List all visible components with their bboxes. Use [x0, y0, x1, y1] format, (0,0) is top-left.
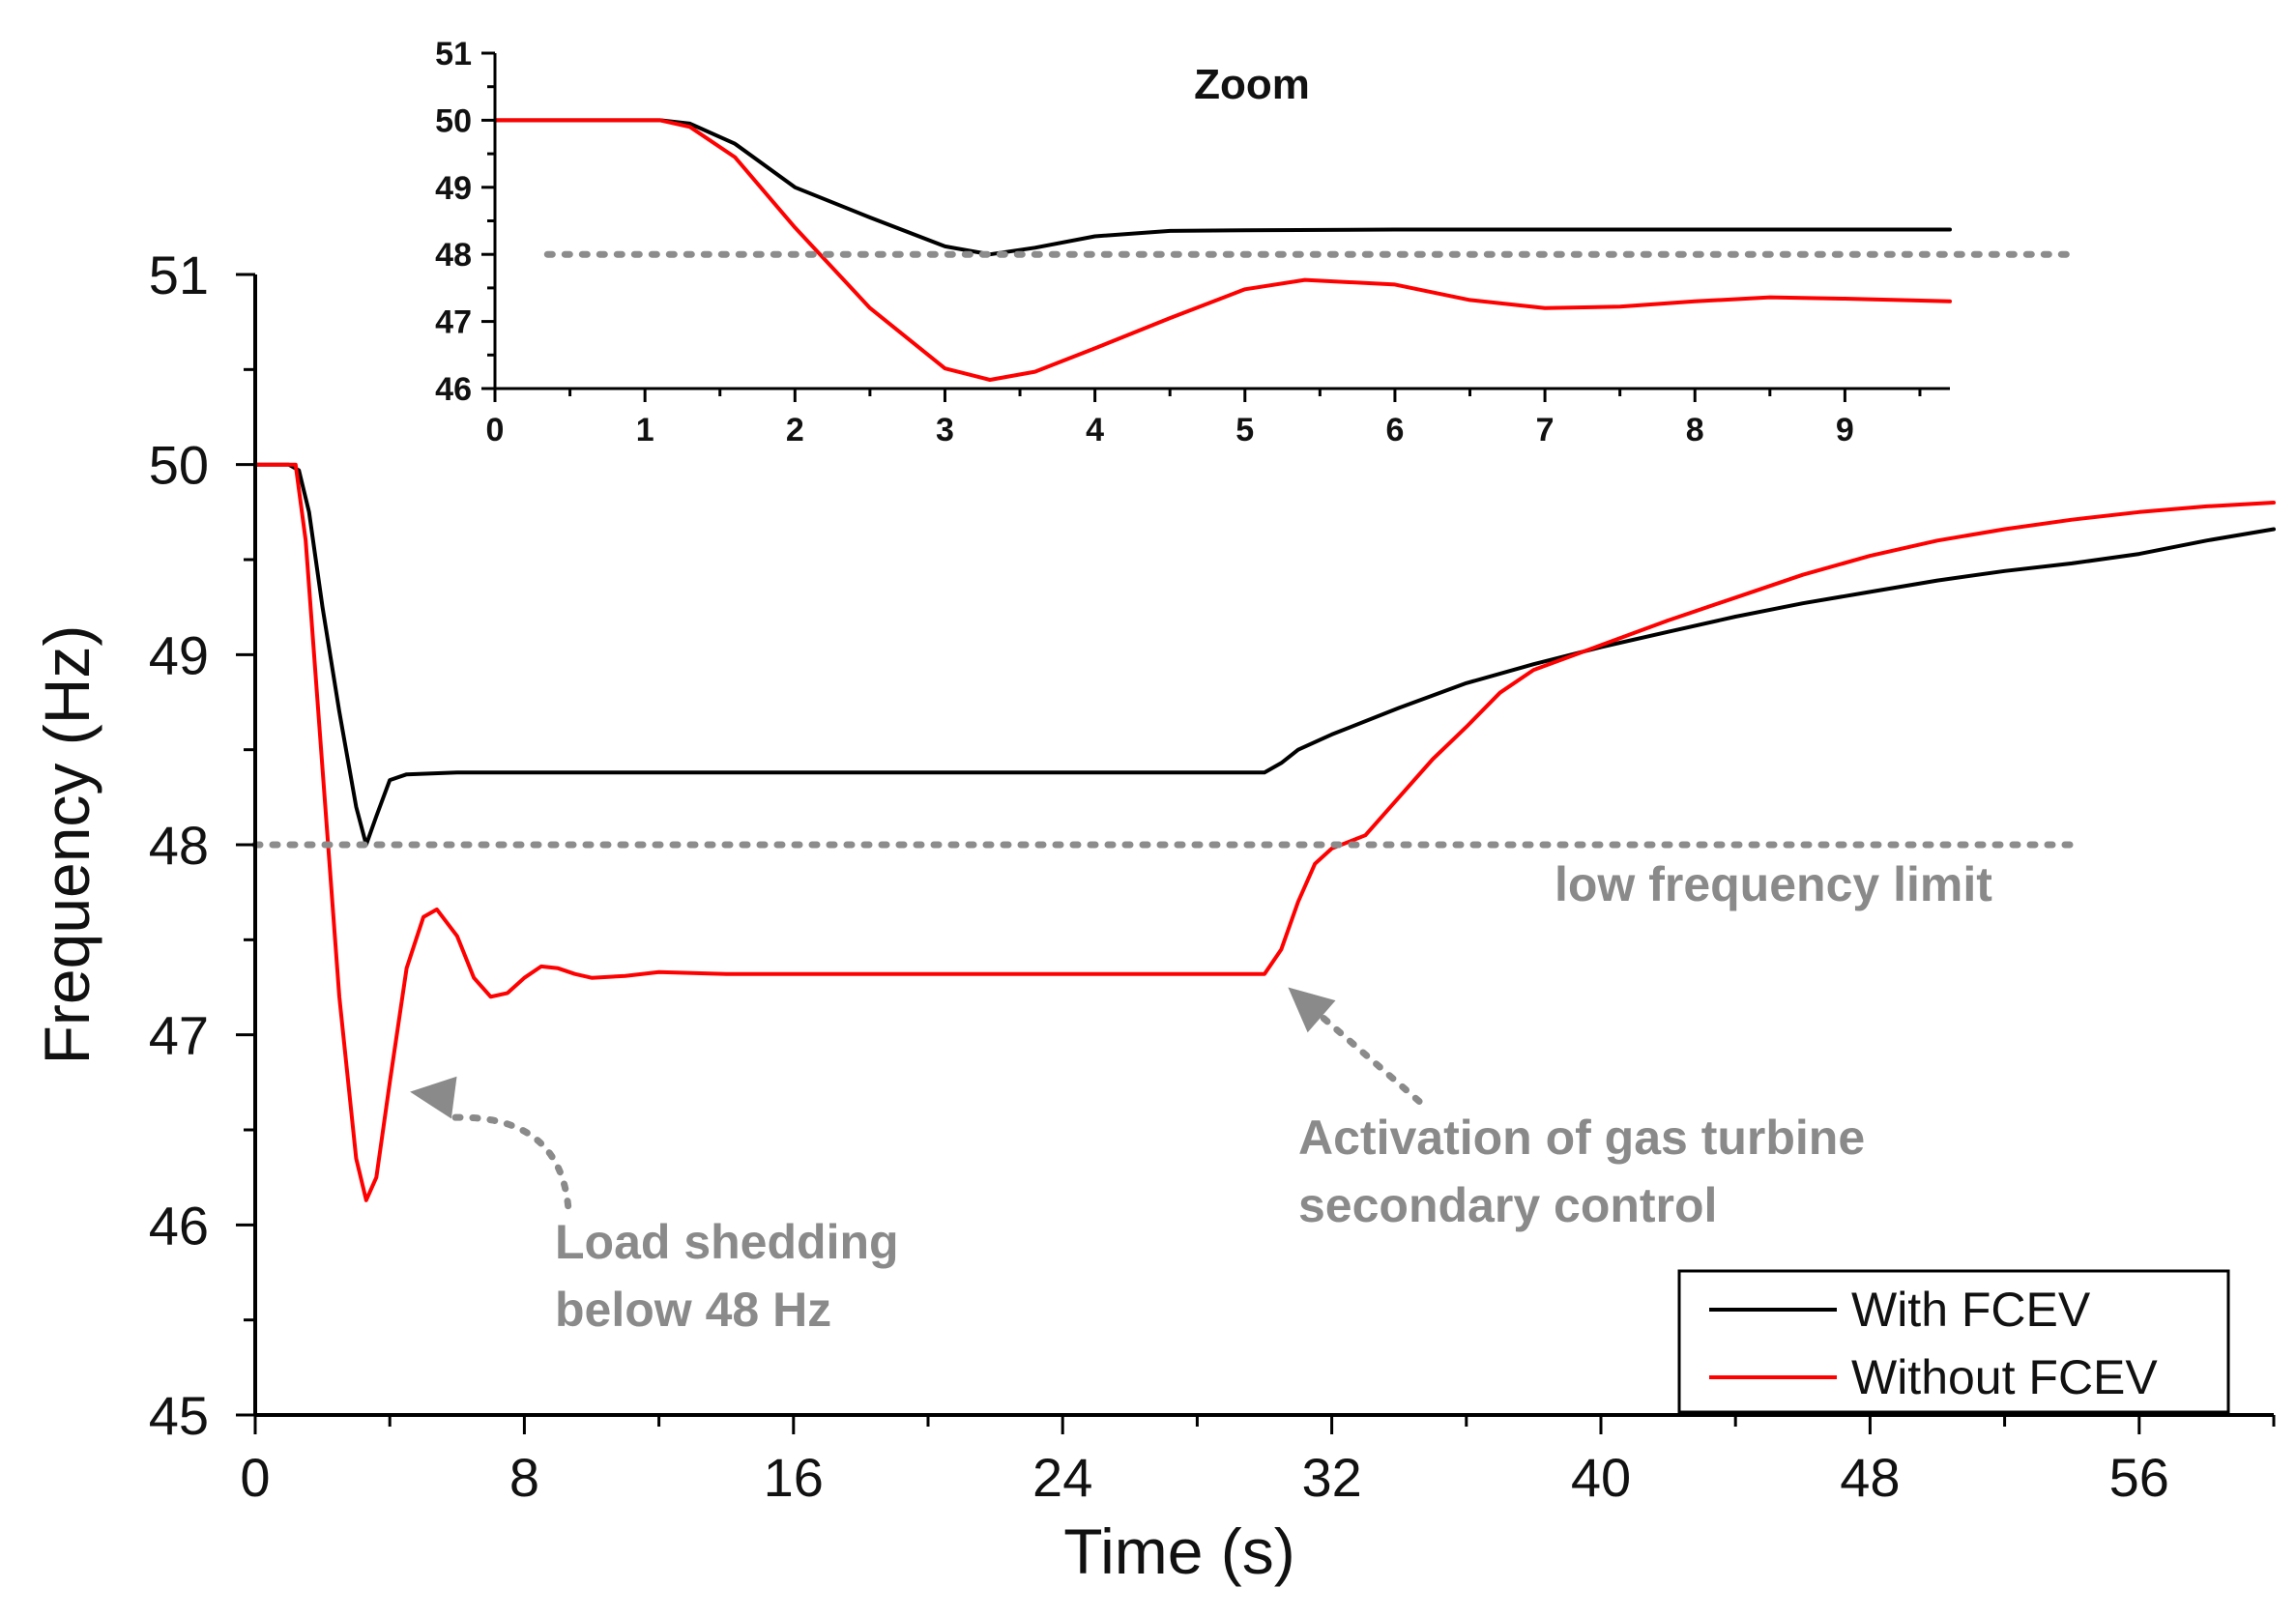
main-x-tick-label-24: 24: [1032, 1447, 1092, 1508]
legend-label-without-fcev: Without FCEV: [1851, 1350, 2158, 1404]
main-y-tick-label-50: 50: [149, 435, 209, 496]
zoom-y-tick-label-51: 51: [435, 36, 472, 72]
annotation-secondary-control-line2: secondary control: [1298, 1178, 1717, 1232]
zoom-x-tick-label-3: 3: [936, 412, 954, 448]
zoom-y-tick-label-50: 50: [435, 102, 472, 139]
main-x-tick-label-32: 32: [1301, 1447, 1361, 1508]
main-y-tick-label-45: 45: [149, 1385, 209, 1446]
zoom-inset: 0 1 2 3 4 5 6 7 8 9 46 47 48 49 50 51 Zoom: [435, 36, 2074, 448]
zoom-series-with-fcev: [493, 118, 1952, 257]
main-x-tick-label-40: 40: [1571, 1447, 1631, 1508]
main-x-tick-label-48: 48: [1840, 1447, 1900, 1508]
legend-box: [1677, 1269, 2230, 1414]
main-x-axis-title: Time (s): [1063, 1516, 1295, 1587]
zoom-y-tick-label-46: 46: [435, 371, 472, 408]
main-y-tick-label-48: 48: [149, 815, 209, 876]
zoom-x-tick-label-1: 1: [636, 412, 654, 448]
zoom-series-without-fcev: [493, 118, 1952, 382]
annotation-low-frequency-limit: low frequency limit: [1555, 857, 1992, 911]
main-y-tick-label-47: 47: [149, 1005, 209, 1066]
annotation-arrow-shaft-1: [442, 1113, 572, 1210]
zoom-x-tick-label-2: 2: [786, 412, 804, 448]
main-x-tick-label-0: 0: [240, 1447, 270, 1508]
zoom-background: [495, 50, 1950, 390]
annotation-arrow-head-1: [410, 1076, 457, 1119]
main-x-tick-label-16: 16: [764, 1447, 824, 1508]
main-x-tick-label-8: 8: [509, 1447, 539, 1508]
main-series-without-fcev: [253, 462, 2276, 1202]
zoom-y-tick-label-49: 49: [435, 170, 472, 207]
zoom-x-tick-label-4: 4: [1086, 412, 1104, 448]
zoom-x-tick-label-8: 8: [1686, 412, 1704, 448]
main-y-tick-label-49: 49: [149, 624, 209, 685]
legend-label-with-fcev: With FCEV: [1851, 1283, 2091, 1337]
annotation-load-shedding-line2: below 48 Hz: [555, 1283, 831, 1337]
zoom-x-tick-label-7: 7: [1536, 412, 1555, 448]
annotation-secondary-control-line1: Activation of gas turbine: [1298, 1111, 1865, 1165]
zoom-x-tick-label-0: 0: [486, 412, 505, 448]
annotation-arrow-shaft-2: [1318, 1013, 1423, 1105]
zoom-y-tick-label-48: 48: [435, 237, 472, 274]
zoom-title: Zoom: [1194, 61, 1310, 108]
main-y-axis-title: Frequency (Hz): [31, 625, 102, 1065]
zoom-x-tick-label-9: 9: [1836, 412, 1854, 448]
main-x-tick-label-56: 56: [2109, 1447, 2169, 1508]
annotation-arrow-head-2: [1288, 987, 1336, 1033]
main-series-with-fcev: [253, 462, 2276, 847]
main-y-tick-label-51: 51: [149, 245, 209, 305]
zoom-y-tick-label-47: 47: [435, 304, 472, 341]
main-y-tick-label-46: 46: [149, 1195, 209, 1256]
zoom-x-tick-label-5: 5: [1235, 412, 1254, 448]
annotation-load-shedding-line1: Load shedding: [555, 1215, 899, 1269]
zoom-x-tick-label-6: 6: [1385, 412, 1404, 448]
legend: With FCEV Without FCEV: [1677, 1269, 2230, 1414]
